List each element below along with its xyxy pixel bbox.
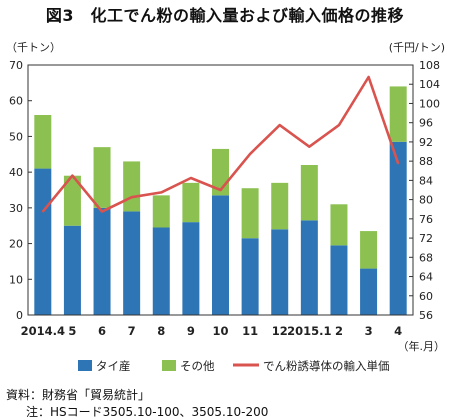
right-tick-label-3: 68: [419, 251, 433, 264]
chart-title: 図3 化工でん粉の輸入量および輸入価格の推移: [45, 6, 405, 25]
x-tick-label-0: 2014.4: [21, 324, 65, 338]
right-axis-unit: (千円/トン): [389, 41, 445, 54]
bar-thai-8: [271, 229, 289, 315]
bar-thai-11: [360, 268, 378, 315]
right-tick-label-2: 64: [419, 271, 433, 284]
line-point-5: [190, 177, 192, 179]
right-tick-label-0: 56: [419, 309, 433, 322]
line-point-7: [249, 153, 251, 155]
bar-thai-2: [93, 207, 111, 315]
legend-thai-label: タイ産: [96, 359, 131, 373]
bar-thai-7: [241, 238, 259, 315]
bar-thai-4: [152, 227, 170, 315]
bar-thai-10: [330, 245, 348, 315]
bar-other-5: [182, 182, 200, 223]
right-tick-label-12: 104: [419, 78, 440, 91]
legend: タイ産 その他 でん粉誘導体の輸入単価: [78, 359, 390, 373]
bar-other-8: [271, 182, 289, 230]
x-tick-label-4: 8: [157, 324, 165, 338]
x-tick-label-12: 4: [394, 324, 402, 338]
bar-other-1: [63, 175, 81, 226]
right-tick-label-9: 92: [419, 136, 433, 149]
left-tick-label-7: 70: [9, 59, 23, 72]
right-tick-label-13: 108: [419, 59, 440, 72]
x-tick-label-2: 6: [98, 324, 106, 338]
bar-other-11: [360, 231, 378, 269]
left-tick-label-3: 30: [9, 202, 23, 215]
right-tick-label-5: 76: [419, 213, 433, 226]
bar-thai-6: [212, 195, 229, 315]
bar-thai-5: [182, 222, 200, 315]
source-note: 資料：財務省「貿易統計」: [6, 388, 151, 402]
right-tick-label-10: 96: [419, 117, 433, 130]
line-point-0: [42, 210, 44, 213]
right-tick-label-11: 100: [419, 97, 440, 110]
legend-unit-price-label: でん粉誘導体の輸入単価: [263, 359, 390, 373]
left-tick-label-1: 10: [9, 273, 23, 286]
bar-other-4: [152, 195, 170, 228]
bar-thai-3: [123, 211, 141, 315]
line-layer: [41, 75, 400, 213]
line-point-12: [397, 162, 399, 165]
left-tick-label-6: 60: [9, 95, 23, 108]
legend-thai-swatch: [78, 360, 92, 371]
footnote: 注：HSコード3505.10-100、3505.10-200: [26, 405, 269, 419]
right-tick-label-4: 72: [419, 232, 433, 245]
chart: 0102030405060705660646872768084889296100…: [6, 41, 445, 373]
bar-thai-12: [389, 141, 407, 315]
bar-other-12: [389, 86, 407, 142]
line-point-4: [160, 191, 163, 194]
bar-thai-9: [300, 220, 318, 315]
x-tick-label-10: 2: [335, 324, 343, 338]
right-tick-label-8: 88: [419, 155, 433, 168]
left-tick-label-5: 50: [9, 130, 23, 143]
line-point-3: [130, 196, 133, 199]
left-tick-label-4: 40: [9, 166, 23, 179]
line-point-6: [219, 189, 222, 191]
legend-other-swatch: [162, 360, 176, 371]
x-tick-label-11: 3: [365, 324, 373, 338]
line-point-1: [71, 174, 74, 177]
bar-thai-0: [34, 168, 52, 315]
legend-other-label: その他: [180, 359, 215, 373]
x-tick-label-3: 7: [128, 324, 136, 338]
line-point-10: [338, 124, 340, 126]
left-axis-unit: （千トン）: [6, 41, 61, 54]
left-tick-label-0: 0: [16, 309, 23, 322]
bar-other-9: [300, 165, 318, 221]
line-point-2: [101, 210, 103, 213]
x-axis-unit: （年.月）: [398, 339, 446, 353]
bar-other-3: [123, 161, 141, 212]
x-tick-label-5: 9: [187, 324, 195, 338]
axes-layer: 0102030405060705660646872768084889296100…: [6, 41, 445, 353]
plot-frame: [27, 64, 414, 316]
bar-other-0: [34, 115, 52, 169]
right-tick-label-1: 60: [419, 290, 433, 303]
x-tick-label-1: 5: [68, 324, 76, 338]
x-tick-label-7: 11: [242, 324, 258, 338]
bar-other-7: [241, 188, 259, 239]
right-tick-label-7: 84: [419, 174, 433, 187]
bar-layer: [34, 86, 407, 315]
bar-other-2: [93, 147, 111, 208]
right-tick-label-6: 80: [419, 194, 433, 207]
bar-thai-1: [63, 225, 81, 315]
line-point-8: [278, 124, 281, 126]
line-point-9: [308, 145, 311, 148]
x-tick-label-9: 2015.1: [287, 324, 331, 338]
bar-other-10: [330, 204, 348, 246]
x-tick-label-6: 10: [212, 324, 228, 338]
x-tick-label-8: 12: [272, 324, 288, 338]
left-tick-label-2: 20: [9, 238, 23, 251]
line-point-11: [367, 76, 370, 78]
